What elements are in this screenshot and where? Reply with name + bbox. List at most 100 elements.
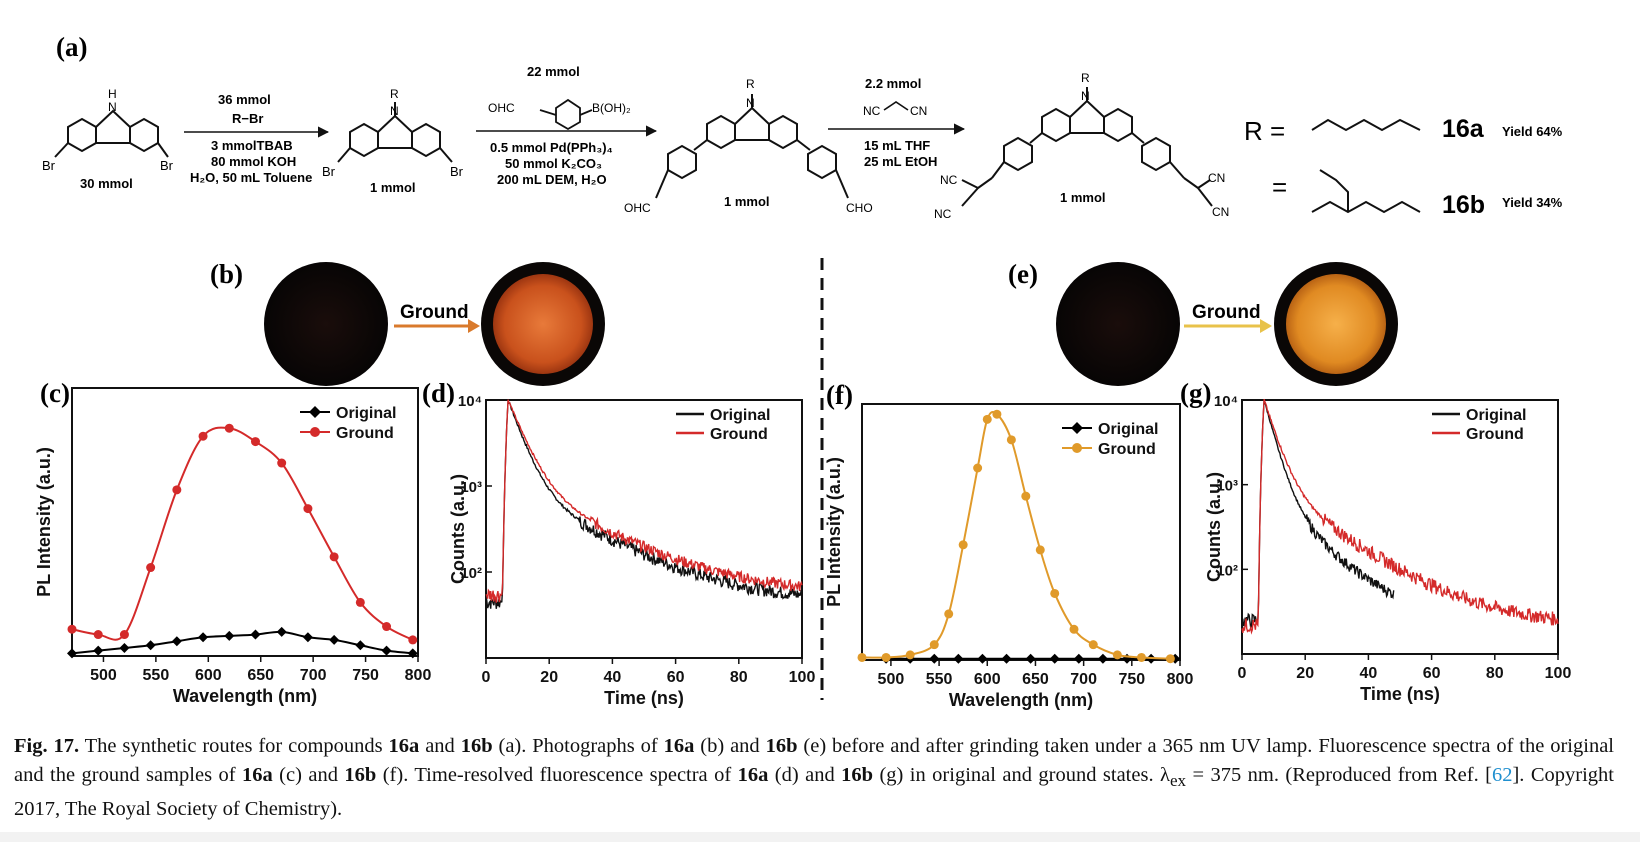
caption-text: (a). Photographs of [492,735,664,757]
plot-frame-d [485,399,803,659]
data-point-f-ground [958,540,968,550]
caption-compound: 16b [841,764,874,786]
data-point-f-original [929,653,940,664]
data-point-c-original [250,629,261,640]
caption-fig-label: Fig. 17. [14,735,80,757]
step1-reagent: R−Br [232,111,263,126]
carbazole-intermediate-2 [655,94,849,199]
data-point-c-ground [67,624,77,634]
legend-label-c: Original [336,405,396,422]
step2-reagent-amount: 22 mmol [527,64,580,79]
x-tick-label-f: 650 [1022,671,1049,688]
data-point-f-ground [982,414,992,424]
y-tick-label-g: 10⁴ [1214,393,1238,410]
x-tick-label-g: 100 [1545,665,1572,682]
x-tick-label-c: 650 [247,667,274,684]
ground-arrowhead-b [468,319,480,333]
data-point-f-ground [1006,435,1016,445]
int2-amount: 1 mmol [724,194,770,209]
x-tick-label-c: 800 [405,667,432,684]
data-point-c-ground [355,597,365,607]
yield-16a: Yield 64% [1502,124,1563,139]
x-tick-label-c: 600 [195,667,222,684]
caption-text: (g) in original and ground states. λ [873,764,1170,786]
x-tick-label-d: 20 [540,669,558,686]
step3-cn: CN [910,104,927,118]
x-axis-label-c: Wavelength (nm) [173,686,317,706]
step3-reagent-amount: 2.2 mmol [865,76,921,91]
x-tick-label-f: 500 [878,671,905,688]
x-tick-label-g: 0 [1238,665,1247,682]
y-axis-label-f: PL Intensity (a.u.) [824,457,844,607]
caption-reference-link[interactable]: 62 [1491,764,1513,786]
caption-subscript: ex [1169,771,1187,791]
legend-label-g: Original [1466,407,1526,424]
series-line-c-ground [71,426,414,641]
data-point-f-ground [929,640,939,650]
prod-amount: 1 mmol [1060,190,1106,205]
x-tick-label-c: 500 [90,667,117,684]
boronic-acid-ring [539,98,593,131]
y-tick-label-d: 10⁴ [458,393,482,410]
caption-compound: 16b [344,764,377,786]
data-point-f-ground [1069,624,1079,634]
step3-condition-2: 25 mL EtOH [864,154,937,169]
data-point-c-ground [329,552,339,562]
step1-condition-1: 3 mmolTBAB [211,138,293,153]
data-point-c-ground [250,437,260,447]
data-point-f-ground [1165,654,1175,664]
product-structure [961,87,1213,207]
int1-amount: 1 mmol [370,180,416,195]
r-equals: R = [1244,116,1285,146]
data-point-f-ground [992,409,1002,419]
y-tick-label-g: 10² [1216,562,1238,579]
data-point-c-original [381,645,392,656]
sm-br-right: Br [160,158,174,173]
data-point-f-original [1097,653,1108,664]
data-point-f-original [1073,653,1084,664]
int2-n: N [746,96,755,110]
x-tick-label-g: 40 [1360,665,1378,682]
series-line-d-ground [485,399,803,603]
legend-marker-c [309,406,321,418]
x-tick-label-f: 800 [1167,671,1194,688]
caption-text: (c) and [272,764,345,786]
data-point-c-original [302,632,313,643]
data-point-f-ground [857,652,867,662]
panel-label-b: (b) [210,259,243,289]
int2-cho: CHO [846,201,873,215]
data-point-f-ground [1050,588,1060,598]
series-line-g-ground [1241,398,1559,635]
step1-condition-3: H₂O, 50 mL Toluene [190,170,312,185]
malononitrile-bond [883,101,909,111]
data-point-f-original [1049,653,1060,664]
photo-b-before [264,262,388,386]
sm-n: N [108,100,117,114]
data-point-f-ground [973,463,983,473]
data-point-c-ground [408,635,418,645]
plot-frame-c [71,387,419,657]
int1-br-right: Br [450,164,464,179]
ethylhexyl-chain [1311,169,1421,214]
legend-label-d: Original [710,407,770,424]
step2-boh2: B(OH)₂ [592,101,631,115]
data-point-c-ground [382,622,392,632]
photo-e-after [1286,274,1386,374]
caption-text: ]. Copyright 2017, The Royal Society of … [14,764,1614,821]
data-point-c-ground [303,504,313,514]
legend-marker-c [310,427,320,437]
caption-text: (e) before and after grinding taken unde… [14,735,1614,786]
step3-condition-1: 15 mL THF [864,138,930,153]
x-tick-label-d: 60 [667,669,685,686]
data-point-c-original [67,648,77,659]
compound-16b: 16b [1442,191,1485,219]
caption-text: (b) and [694,735,766,757]
yield-16b: Yield 34% [1502,195,1563,210]
sm-br-left: Br [42,158,56,173]
data-point-f-ground [905,650,915,660]
data-point-c-original [329,634,340,645]
data-point-c-original [276,626,287,637]
caption-compound: 16a [388,735,420,757]
caption-text: (d) and [768,764,842,786]
legend-marker-f [1071,422,1083,434]
